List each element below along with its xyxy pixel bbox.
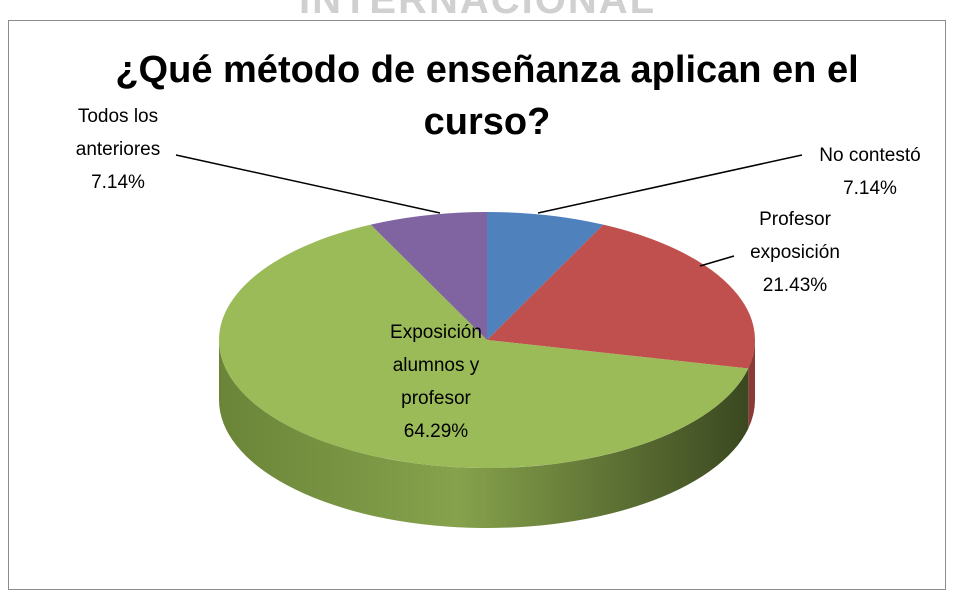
- slice-label: No contestó 7.14%: [819, 139, 920, 205]
- slice: [487, 224, 755, 369]
- value-label: 64.29%: [403, 421, 469, 442]
- slice: [487, 212, 604, 340]
- category-label: Todos los anteriores: [75, 106, 161, 160]
- value-label: 7.14%: [91, 172, 145, 193]
- category-label: Exposición alumnos y profesor: [390, 322, 482, 409]
- slice-side: [748, 340, 755, 429]
- category-label: No contestó: [819, 145, 921, 166]
- category-label: Profesor exposición: [750, 209, 840, 263]
- slice-label: Exposición alumnos y profesor 64.29%: [374, 316, 499, 448]
- chart: [175, 154, 803, 528]
- slice-side: [219, 340, 749, 528]
- leader-line: [537, 154, 803, 214]
- slice: [370, 212, 487, 340]
- leader-line: [699, 255, 735, 267]
- slice-label: Todos los anteriores 7.14%: [56, 100, 181, 199]
- leader-line: [175, 154, 441, 214]
- header-text: INTERNACIONAL: [298, 0, 657, 22]
- page: INTERNACIONAL ¿Qué método de enseñanza a…: [8, 0, 946, 590]
- value-label: 21.43%: [762, 275, 828, 296]
- chart-title: ¿Qué método de enseñanza aplican en el c…: [115, 49, 859, 143]
- value-label: 7.14%: [843, 178, 897, 199]
- slice-label: Profesor exposición 21.43%: [735, 203, 855, 302]
- slices: [218, 212, 755, 528]
- slice: [218, 224, 749, 469]
